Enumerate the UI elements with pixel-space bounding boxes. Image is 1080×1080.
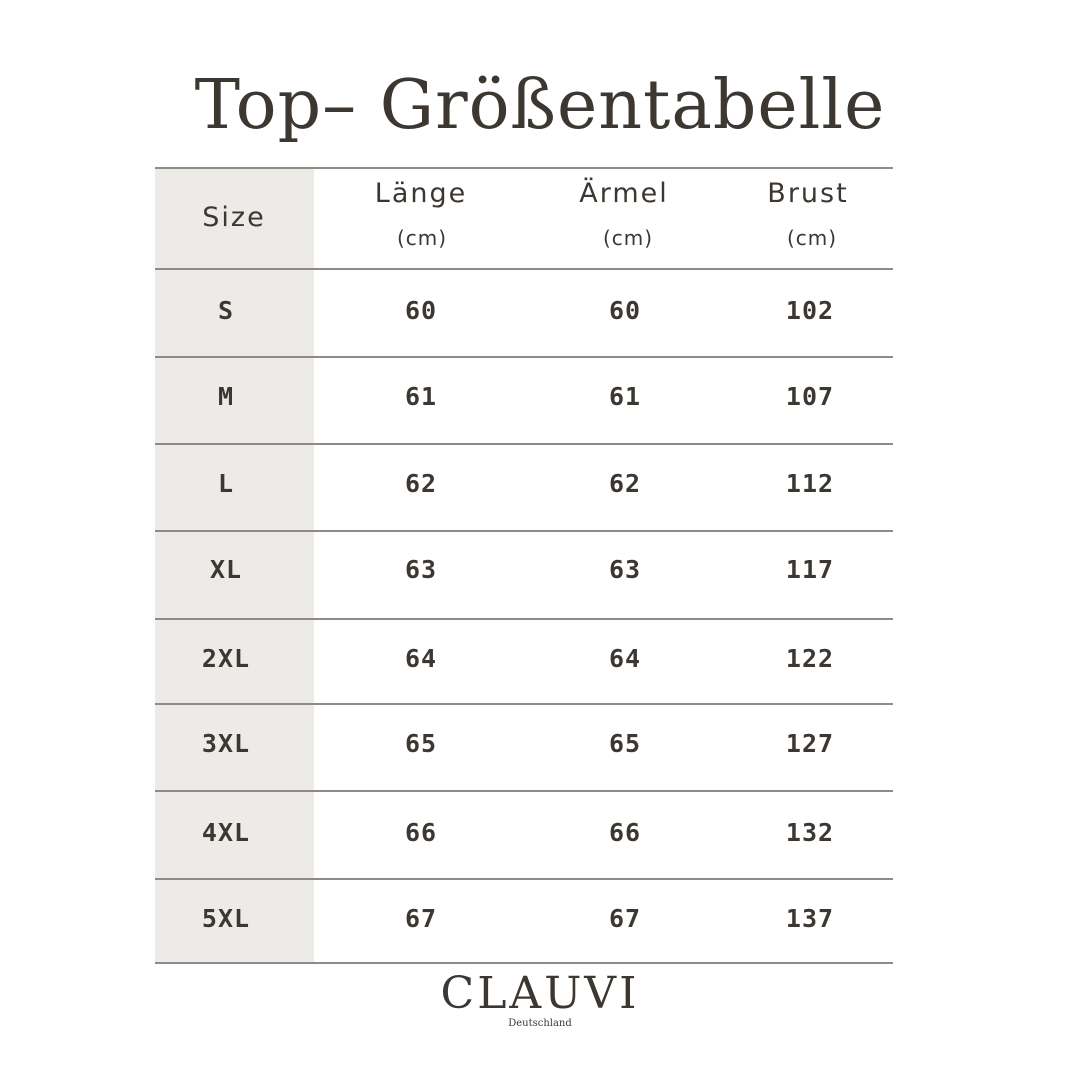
- table-rule: [155, 167, 893, 169]
- cell-laenge: 63: [404, 555, 438, 584]
- header-aermel-unit: (cm): [602, 226, 654, 250]
- header-brust: Brust: [767, 178, 849, 209]
- table-rule: [155, 703, 893, 705]
- cell-laenge: 66: [404, 818, 438, 847]
- table-rule: [155, 962, 893, 964]
- cell-brust: 127: [785, 729, 835, 758]
- cell-laenge: 62: [404, 469, 438, 498]
- brand-logo: CLAUVI: [440, 968, 640, 1019]
- cell-size: L: [217, 469, 235, 498]
- cell-size: 4XL: [201, 818, 251, 847]
- table-rule: [155, 443, 893, 445]
- table-rule: [155, 878, 893, 880]
- cell-aermel: 63: [608, 555, 642, 584]
- cell-brust: 112: [785, 469, 835, 498]
- table-rule: [155, 268, 893, 270]
- cell-size: 3XL: [201, 729, 251, 758]
- table-rule: [155, 530, 893, 532]
- size-column-background: [155, 168, 314, 962]
- cell-laenge: 67: [404, 904, 438, 933]
- cell-size: XL: [209, 555, 243, 584]
- cell-laenge: 65: [404, 729, 438, 758]
- cell-laenge: 60: [404, 296, 438, 325]
- cell-size: 5XL: [201, 904, 251, 933]
- cell-brust: 132: [785, 818, 835, 847]
- cell-aermel: 67: [608, 904, 642, 933]
- cell-brust: 122: [785, 644, 835, 673]
- header-aermel: Ärmel: [579, 178, 669, 209]
- cell-laenge: 61: [404, 382, 438, 411]
- cell-aermel: 62: [608, 469, 642, 498]
- header-laenge: Länge: [374, 178, 468, 209]
- header-brust-unit: (cm): [786, 226, 838, 250]
- cell-brust: 137: [785, 904, 835, 933]
- brand-subtitle: Deutschland: [508, 1018, 572, 1029]
- cell-size: M: [217, 382, 235, 411]
- table-rule: [155, 356, 893, 358]
- cell-aermel: 65: [608, 729, 642, 758]
- cell-laenge: 64: [404, 644, 438, 673]
- table-rule: [155, 618, 893, 620]
- cell-brust: 117: [785, 555, 835, 584]
- cell-aermel: 64: [608, 644, 642, 673]
- page-title: Top– Größentabelle: [194, 66, 886, 145]
- table-rule: [155, 790, 893, 792]
- cell-brust: 107: [785, 382, 835, 411]
- cell-aermel: 60: [608, 296, 642, 325]
- cell-size: 2XL: [201, 644, 251, 673]
- cell-brust: 102: [785, 296, 835, 325]
- header-size: Size: [202, 202, 266, 233]
- cell-size: S: [217, 296, 235, 325]
- cell-aermel: 61: [608, 382, 642, 411]
- cell-aermel: 66: [608, 818, 642, 847]
- header-laenge-unit: (cm): [396, 226, 448, 250]
